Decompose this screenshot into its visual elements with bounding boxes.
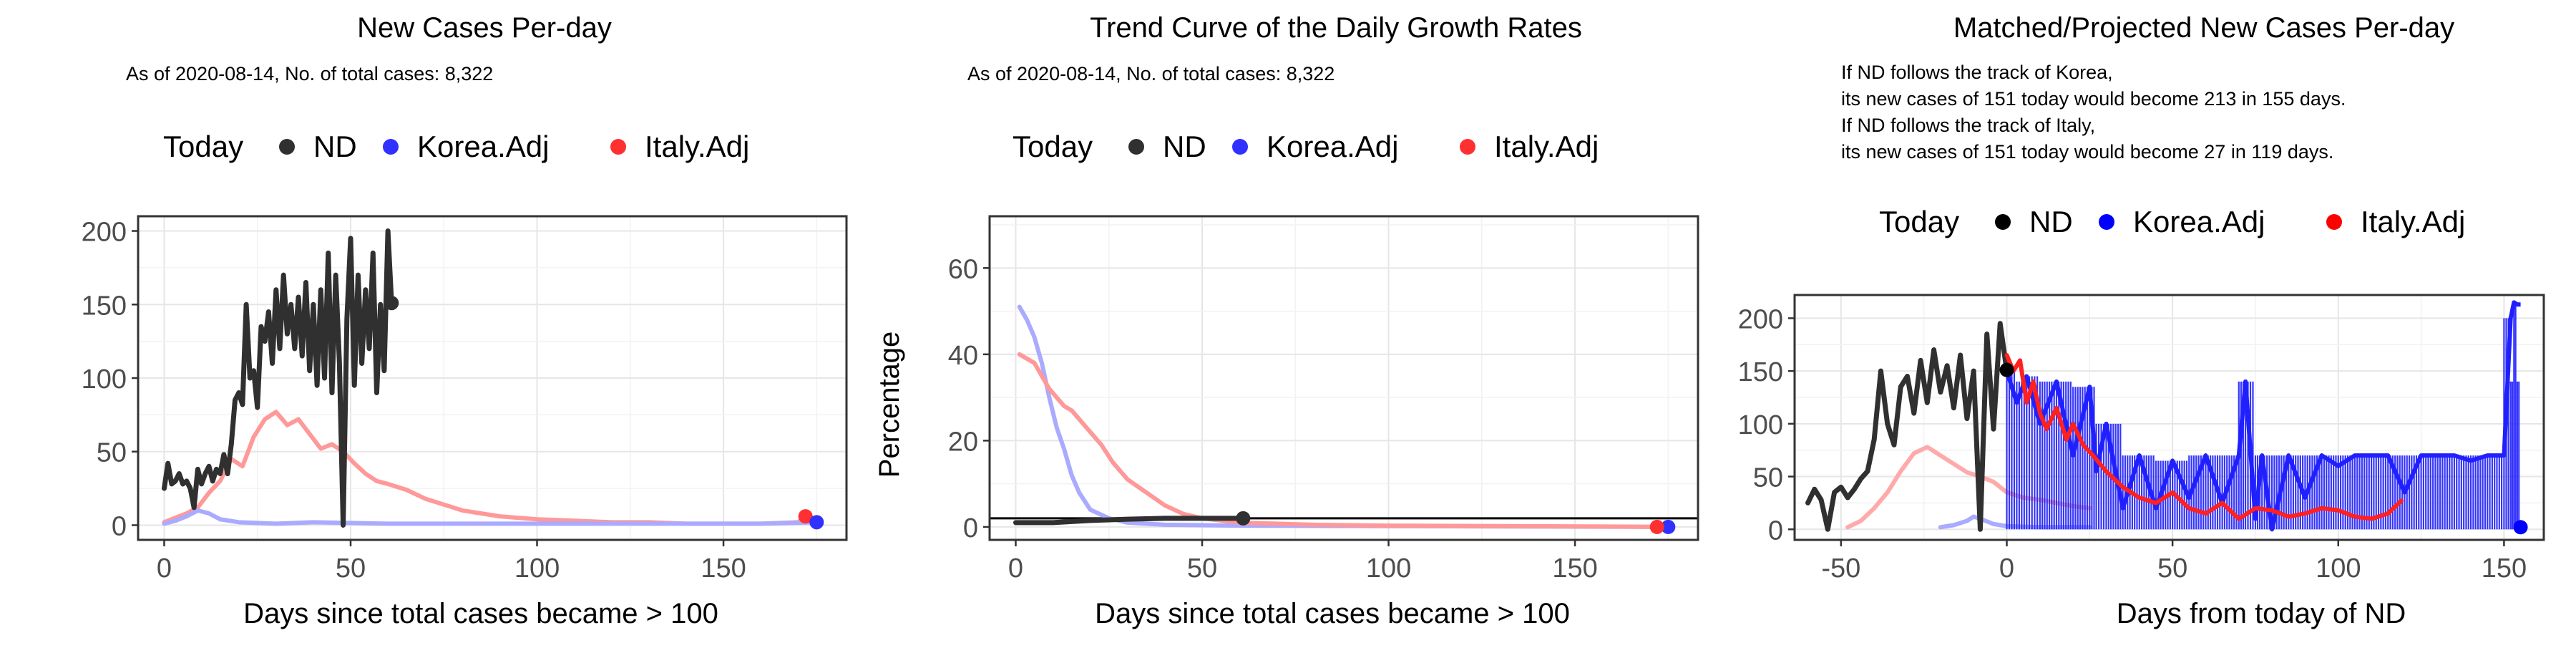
x-tick-label: 50 xyxy=(336,553,366,584)
endpoint-korea-adj-projected xyxy=(2513,520,2528,535)
series-group xyxy=(1805,300,2521,532)
legend-key-korea-adj xyxy=(2099,214,2114,230)
legend-title: Today xyxy=(1013,130,1093,163)
y-tick-label: 50 xyxy=(97,438,127,468)
x-tick-label: 0 xyxy=(157,553,172,584)
legend-key-italy-adj xyxy=(2326,214,2342,230)
legend-key-italy-adj xyxy=(610,139,626,155)
legend: Today ND Korea.Adj Italy.Adj xyxy=(163,130,749,163)
legend: Today ND Korea.Adj Italy.Adj xyxy=(1013,130,1599,163)
y-tick-label: 200 xyxy=(82,218,127,248)
legend-key-nd xyxy=(1995,214,2011,230)
series-korea-adj-history-line xyxy=(1938,514,2092,530)
x-tick-label: -50 xyxy=(1821,553,1860,584)
legend-label-korea-adj: Korea.Adj xyxy=(2133,205,2265,238)
y-tick-label: 0 xyxy=(1768,516,1783,546)
legend-label-korea-adj: Korea.Adj xyxy=(1267,130,1398,163)
panel3-title: Matched/Projected New Cases Per-day xyxy=(1953,12,2454,44)
panel3-x-axis-label: Days from today of ND xyxy=(2117,598,2406,629)
panel2-x-axis-label: Days since total cases became > 100 xyxy=(1095,598,1570,629)
y-tick-label: 40 xyxy=(948,341,978,371)
endpoint-italy-adj xyxy=(1649,519,1664,534)
legend-label-italy-adj: Italy.Adj xyxy=(645,130,749,163)
plot-frame xyxy=(988,215,1699,541)
legend-key-korea-adj xyxy=(1232,139,1248,155)
gridlines xyxy=(1795,295,2544,540)
x-tick-label: 50 xyxy=(2157,553,2187,584)
x-tick-label: 0 xyxy=(1008,553,1023,584)
legend-label-nd: ND xyxy=(2029,205,2073,238)
series-nd-line xyxy=(1013,516,1246,526)
series-group xyxy=(1013,304,1671,529)
panel2-title: Trend Curve of the Daily Growth Rates xyxy=(1090,12,1582,44)
series-nd-line xyxy=(161,228,394,528)
y-tick-label: 200 xyxy=(1738,304,1783,334)
series-nd-line xyxy=(1805,321,2009,532)
legend-key-korea-adj xyxy=(383,139,399,155)
legend-title: Today xyxy=(163,130,243,163)
legend-label-nd: ND xyxy=(1163,130,1206,163)
series-group xyxy=(161,228,819,528)
x-tick-label: 150 xyxy=(701,553,746,584)
legend: Today ND Korea.Adj Italy.Adj xyxy=(1879,205,2465,238)
panel1-x-axis-label: Days since total cases became > 100 xyxy=(243,598,718,629)
legend-key-italy-adj xyxy=(1460,139,1475,155)
legend-key-nd xyxy=(279,139,295,155)
y-tick-label: 0 xyxy=(963,513,978,543)
panel3-subtitle-line-4: its new cases of 151 today would become … xyxy=(1841,141,2333,163)
endpoint-nd xyxy=(384,296,399,311)
x-tick-label: 150 xyxy=(1552,553,1597,584)
y-tick-label: 150 xyxy=(82,291,127,321)
endpoint-nd xyxy=(1999,362,2014,377)
series-italy-adj-line xyxy=(1017,352,1659,529)
x-tick-label: 0 xyxy=(1999,553,2014,584)
endpoint-korea-adj xyxy=(809,515,824,530)
panel-1: 0 50 100 150 0 50 100 150 200 Today ND Korea.Adj Ita… xyxy=(82,130,848,584)
legend-label-italy-adj: Italy.Adj xyxy=(2361,205,2465,238)
y-tick-label: 60 xyxy=(948,254,978,284)
legend-title: Today xyxy=(1879,205,1959,238)
legend-label-korea-adj: Korea.Adj xyxy=(417,130,549,163)
y-tick-label: 100 xyxy=(1738,410,1783,440)
series-korea-adj-line xyxy=(162,508,819,526)
panel1-subtitle: As of 2020-08-14, No. of total cases: 8,… xyxy=(126,63,493,84)
gridlines xyxy=(138,216,847,540)
endpoint-nd xyxy=(1236,511,1251,526)
legend-label-nd: ND xyxy=(313,130,357,163)
series-korea-adj-projected-line xyxy=(2004,300,2521,532)
series-italy-adj-projected-line xyxy=(2004,353,2404,521)
panel3-subtitle-line-1: If ND follows the track of Korea, xyxy=(1841,62,2113,83)
panel3-subtitle-line-2: its new cases of 151 today would become … xyxy=(1841,88,2346,110)
panel-2: 0 50 100 150 0 20 40 60 Today ND Korea.Adj Italy.Ad… xyxy=(948,130,1699,584)
series-korea-adj-projected xyxy=(2004,300,2521,532)
gridlines xyxy=(990,216,1698,540)
x-tick-label: 50 xyxy=(1187,553,1217,584)
series-italy-adj-line xyxy=(162,410,808,526)
legend-key-nd xyxy=(1128,139,1144,155)
y-tick-label: 0 xyxy=(112,511,127,541)
x-tick-label: 100 xyxy=(2316,553,2361,584)
series-korea-adj-line xyxy=(1017,304,1671,529)
y-tick-label: 50 xyxy=(1753,463,1783,493)
y-tick-label: 20 xyxy=(948,427,978,457)
x-tick-label: 100 xyxy=(514,553,560,584)
endpoint-italy-adj xyxy=(798,509,813,524)
panel1-title: New Cases Per-day xyxy=(357,12,612,44)
panel3-subtitle-line-3: If ND follows the track of Italy, xyxy=(1841,115,2095,136)
x-tick-label: 150 xyxy=(2482,553,2527,584)
y-tick-label: 150 xyxy=(1738,357,1783,387)
plot-frame xyxy=(1793,294,2545,541)
endpoint-korea-adj xyxy=(1661,519,1676,534)
legend-label-italy-adj: Italy.Adj xyxy=(1494,130,1599,163)
panel2-y-axis-label: Percentage xyxy=(874,332,905,478)
y-tick-label: 100 xyxy=(82,364,127,395)
panel2-subtitle: As of 2020-08-14, No. of total cases: 8,… xyxy=(967,63,1335,84)
x-tick-label: 100 xyxy=(1366,553,1411,584)
panel-3: -50 0 50 100 150 0 50 100 150 200 Today ND Korea.Adj… xyxy=(1738,205,2545,584)
